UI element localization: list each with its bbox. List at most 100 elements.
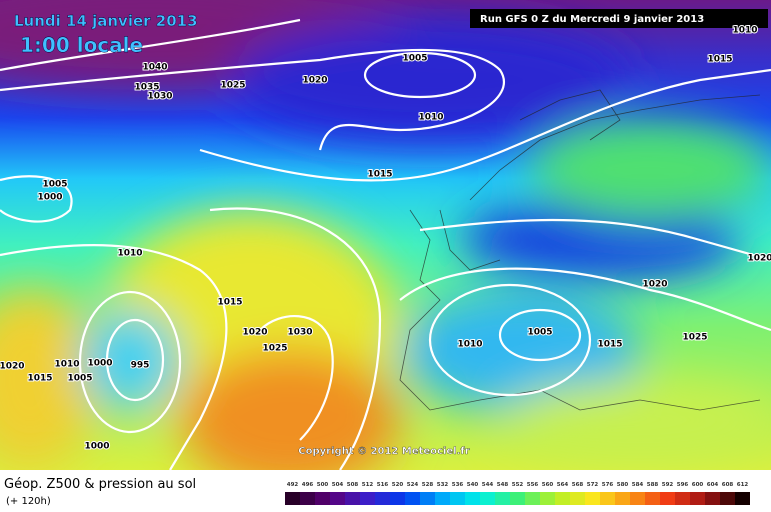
scale-label: 508 <box>347 482 359 488</box>
scale-swatch <box>645 492 660 505</box>
isobar-label: 1015 <box>27 374 52 384</box>
scale-swatch <box>435 492 450 505</box>
isobar-label: 1020 <box>242 328 267 338</box>
run-box <box>470 9 768 28</box>
run-info: Run GFS 0 Z du Mercredi 9 janvier 2013 <box>480 14 704 25</box>
scale-swatch <box>300 492 315 505</box>
isobar-label: 1025 <box>220 81 245 91</box>
isobar-label: 1035 <box>134 83 159 93</box>
scale-swatch <box>585 492 600 505</box>
scale-label: 528 <box>422 482 434 488</box>
color-scale: 492 496 500 504 508 512 516 520 524 528 532 536 540 5… <box>285 482 750 505</box>
date: Lundi 14 janvier 2013 <box>14 12 198 30</box>
scale-swatch <box>360 492 375 505</box>
scale-label: 556 <box>527 482 539 488</box>
scale-swatch <box>660 492 675 505</box>
isobar-label: 1020 <box>642 280 667 290</box>
scale-swatch <box>405 492 420 505</box>
scale-swatch <box>555 492 570 505</box>
isobar-label: 1010 <box>457 340 482 350</box>
isobar-label: 1020 <box>0 362 25 372</box>
scale-label: 548 <box>497 482 509 488</box>
scale-swatch <box>495 492 510 505</box>
scale-label: 604 <box>707 482 719 488</box>
scale-label: 544 <box>482 482 494 488</box>
copyright: Copyright © 2012 Meteociel.fr <box>298 446 469 457</box>
isobar-label: 995 <box>131 361 150 371</box>
scale-label: 572 <box>587 482 599 488</box>
isobar-label: 1040 <box>142 63 167 73</box>
lead-time: (+ 120h) <box>6 496 51 507</box>
scale-swatch <box>525 492 540 505</box>
scale-swatch <box>615 492 630 505</box>
scale-swatch <box>735 492 750 505</box>
isobar-label: 1030 <box>287 328 312 338</box>
scale-swatch <box>600 492 615 505</box>
scale-swatch <box>480 492 495 505</box>
scale-label: 500 <box>317 482 329 488</box>
scale-label: 496 <box>302 482 314 488</box>
scale-label: 596 <box>677 482 689 488</box>
scale-label: 588 <box>647 482 659 488</box>
scale-label: 580 <box>617 482 629 488</box>
isobar-label: 1000 <box>84 442 109 452</box>
isobar-label: 1010 <box>117 249 142 259</box>
scale-label: 560 <box>542 482 554 488</box>
scale-swatch <box>465 492 480 505</box>
scale-label: 532 <box>437 482 449 488</box>
scale-swatch <box>375 492 390 505</box>
isobar-label: 1000 <box>87 359 112 369</box>
scale-swatch <box>315 492 330 505</box>
scale-label: 524 <box>407 482 419 488</box>
isobar-label: 1005 <box>67 374 92 384</box>
isobar-label: 1020 <box>747 254 771 264</box>
scale-swatch <box>690 492 705 505</box>
scale-label: 600 <box>692 482 704 488</box>
scale-swatch <box>345 492 360 505</box>
footer-title: Géop. Z500 & pression au sol <box>4 477 196 492</box>
isobar-label: 1000 <box>37 193 62 203</box>
local-time: 1:00 locale <box>20 33 143 57</box>
scale-label: 564 <box>557 482 569 488</box>
isobar-label: 1010 <box>732 26 757 36</box>
scale-label: 536 <box>452 482 464 488</box>
isobar-label: 1005 <box>402 54 427 64</box>
scale-swatch <box>720 492 735 505</box>
isobar-label: 1030 <box>147 92 172 102</box>
map-background <box>0 0 771 490</box>
isobar-label: 1025 <box>262 344 287 354</box>
isobar-label: 1005 <box>527 328 552 338</box>
scale-swatch <box>285 492 300 505</box>
scale-label: 568 <box>572 482 584 488</box>
scale-swatch <box>390 492 405 505</box>
isobar-label: 1015 <box>707 55 732 65</box>
scale-swatch <box>450 492 465 505</box>
isobar-label: 1010 <box>418 113 443 123</box>
scale-label: 584 <box>632 482 644 488</box>
scale-swatch <box>570 492 585 505</box>
scale-label: 516 <box>377 482 389 488</box>
scale-label: 492 <box>287 482 299 488</box>
isobar-label: 1015 <box>217 298 242 308</box>
isobar-label: 1025 <box>682 333 707 343</box>
scale-label: 592 <box>662 482 674 488</box>
scale-swatch <box>675 492 690 505</box>
isobar-label: 1020 <box>302 76 327 86</box>
scale-label: 512 <box>362 482 374 488</box>
scale-swatch <box>630 492 645 505</box>
scale-label: 520 <box>392 482 404 488</box>
scale-label: 540 <box>467 482 479 488</box>
isobar-label: 1015 <box>597 340 622 350</box>
scale-label: 612 <box>737 482 749 488</box>
scale-swatch <box>420 492 435 505</box>
scale-swatch <box>510 492 525 505</box>
isobar-label: 1010 <box>54 360 79 370</box>
scale-label: 552 <box>512 482 524 488</box>
scale-swatch <box>330 492 345 505</box>
scale-label: 504 <box>332 482 344 488</box>
scale-label: 576 <box>602 482 614 488</box>
scale-swatch <box>540 492 555 505</box>
isobar-label: 1005 <box>42 180 67 190</box>
